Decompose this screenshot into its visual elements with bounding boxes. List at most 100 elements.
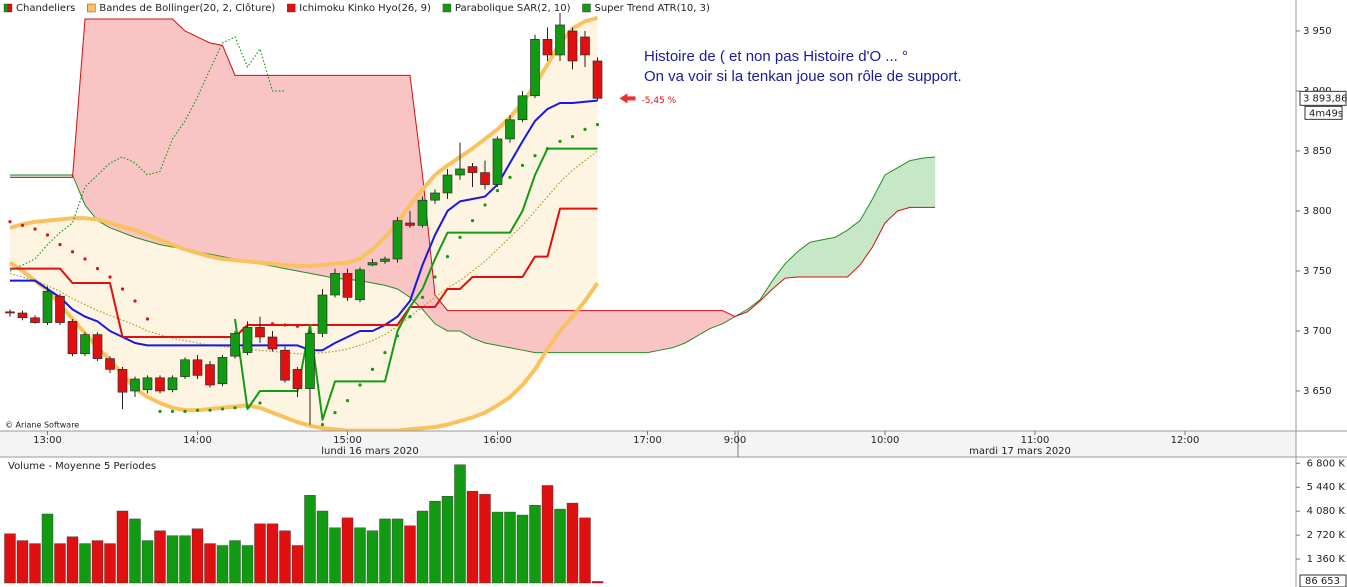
candle-body xyxy=(167,377,178,391)
sar-dot xyxy=(320,422,325,427)
cloud-span-b xyxy=(10,18,935,318)
sar-dot xyxy=(533,154,537,158)
sar-dot xyxy=(520,163,525,167)
sar-dot xyxy=(83,257,87,261)
sar-dot xyxy=(333,410,337,415)
candle-body xyxy=(342,273,353,298)
candle-body xyxy=(367,262,378,266)
y-tick-label: 3 750 xyxy=(1303,266,1332,277)
cloud-segment xyxy=(909,157,923,208)
candle-body xyxy=(280,349,290,381)
cloud-segment xyxy=(134,18,148,242)
sar-dot xyxy=(420,295,425,299)
cloud-segment xyxy=(647,310,661,353)
candle-body xyxy=(530,39,540,97)
volume-bar xyxy=(429,500,441,584)
cloud-segment xyxy=(397,75,411,298)
volume-bar xyxy=(204,543,216,584)
volume-bar xyxy=(91,540,104,584)
x-tick-label: 14:00 xyxy=(183,435,212,446)
volume-value-label: 86 653 xyxy=(1305,576,1340,587)
candle-body xyxy=(180,359,190,377)
cloud-segment xyxy=(472,310,486,344)
last-price-label: 3 893,86 xyxy=(1303,93,1347,104)
cloud-segment xyxy=(822,237,836,278)
cloud-segment xyxy=(284,75,298,272)
volume-bar xyxy=(466,491,479,584)
x-tick-label: 17:00 xyxy=(633,435,662,446)
candle-body xyxy=(492,138,503,185)
candle-body xyxy=(355,269,365,301)
cloud-segment xyxy=(897,160,911,212)
countdown-box xyxy=(1304,105,1343,120)
candle-body xyxy=(30,317,40,323)
cloud-segment xyxy=(172,18,186,250)
cloud-segment xyxy=(672,310,686,349)
cloud-segment xyxy=(234,75,248,262)
candle-body xyxy=(117,369,128,393)
annotation: On va voir si la tenkan joue son rôle de… xyxy=(644,68,962,85)
candle-body xyxy=(442,174,453,194)
cloud-segment xyxy=(159,18,173,248)
candle-body xyxy=(505,119,515,140)
indicator-line xyxy=(9,150,598,355)
sar-dot xyxy=(158,409,162,413)
cloud-segment xyxy=(659,310,673,351)
candle-body xyxy=(592,60,603,99)
legend-label: Ichimoku Kinko Hyo(26, 9) xyxy=(299,3,431,14)
volume-last-box xyxy=(1299,574,1347,587)
y-tick-label: 3 950 xyxy=(1303,26,1332,37)
volume-bar xyxy=(291,545,304,584)
candle-body xyxy=(17,312,28,319)
volume-bar xyxy=(16,540,29,584)
y-tick-label: 5 440 K xyxy=(1307,482,1346,493)
sar-dot xyxy=(570,134,575,139)
indicator-line xyxy=(9,36,285,272)
candle-body xyxy=(317,294,328,334)
cloud-segment xyxy=(259,75,273,267)
sar-dot xyxy=(383,350,387,355)
sar-dot xyxy=(470,218,475,223)
cloud-segment xyxy=(522,310,536,353)
x-tick-label: 10:00 xyxy=(871,435,900,446)
price-panel xyxy=(5,12,936,431)
time-axis-strip xyxy=(0,431,1296,457)
legend-label: Chandeliers xyxy=(16,3,75,14)
volume-bar xyxy=(379,518,391,584)
candle-body xyxy=(542,39,553,56)
x-tick-label: 13:00 xyxy=(33,435,62,446)
cloud-segment xyxy=(222,45,236,260)
volume-bar xyxy=(479,494,491,584)
y-tick-label: 3 850 xyxy=(1303,146,1332,157)
x-tick-label: 12:00 xyxy=(1171,435,1200,446)
candle-body xyxy=(242,327,253,353)
sar-dot xyxy=(45,233,50,237)
cloud-segment xyxy=(309,75,323,277)
sar-dot xyxy=(445,254,450,259)
sar-dot xyxy=(70,250,75,254)
sar-dot xyxy=(558,139,562,143)
volume-bar xyxy=(579,517,591,584)
cloud-segment xyxy=(297,75,311,274)
sar-dot xyxy=(33,227,37,231)
candle-body xyxy=(555,24,565,56)
candle-body xyxy=(380,258,390,262)
volume-bar xyxy=(441,496,454,584)
volume-bar xyxy=(254,523,266,584)
volume-bar xyxy=(504,511,516,584)
candle-body xyxy=(267,336,278,350)
sar-dot xyxy=(508,175,512,179)
volume-bar xyxy=(154,530,166,584)
volume-bar xyxy=(229,540,241,584)
cloud-segment xyxy=(247,75,261,265)
candle-body xyxy=(42,291,53,323)
indicator-line xyxy=(9,15,599,269)
last-price-box xyxy=(1299,90,1347,106)
legend-label: Bandes de Bollinger(20, 2, Clôture) xyxy=(99,2,275,14)
candle-body xyxy=(392,220,403,260)
volume-bar xyxy=(354,527,366,584)
x-tick-label: 9:00 xyxy=(724,435,746,446)
candle-body xyxy=(305,333,315,389)
volume-bar xyxy=(454,464,466,584)
cloud-segment xyxy=(534,310,548,353)
